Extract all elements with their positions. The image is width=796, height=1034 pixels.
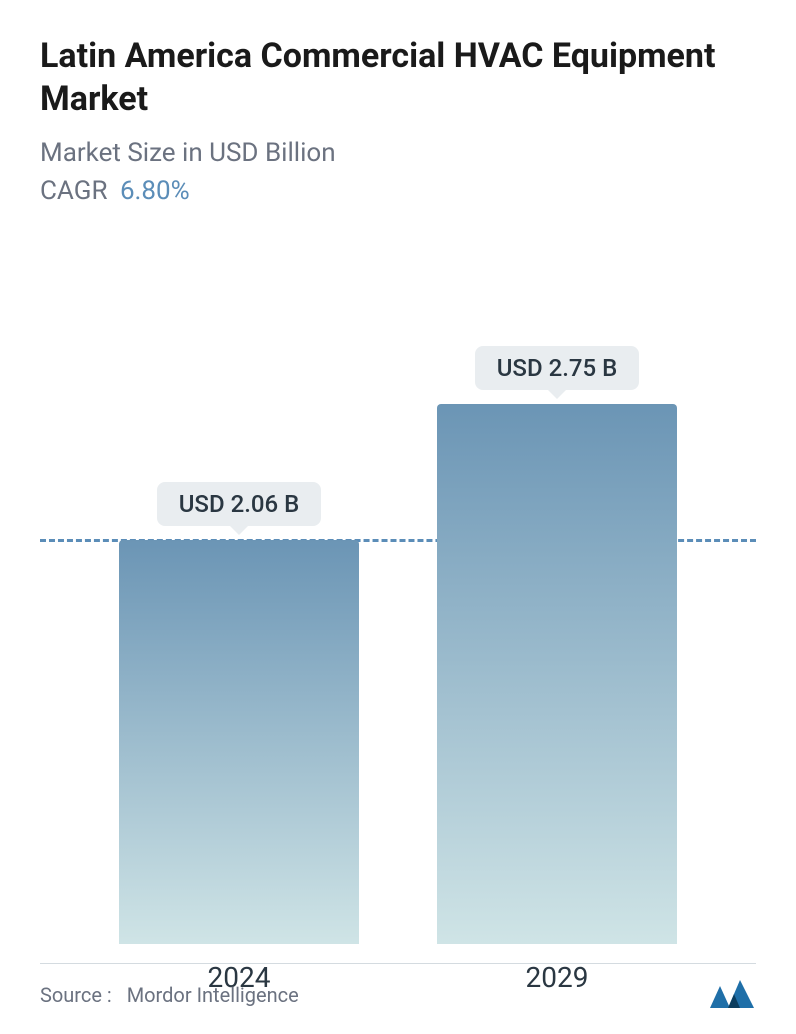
chart-container: Latin America Commercial HVAC Equipment … — [0, 0, 796, 1034]
bar-column: USD 2.06 B — [119, 482, 359, 945]
bar-column: USD 2.75 B — [437, 346, 677, 944]
chart-title: Latin America Commercial HVAC Equipment … — [40, 35, 756, 120]
bar — [437, 404, 677, 944]
brand-logo-icon — [708, 978, 756, 1012]
value-pill: USD 2.06 B — [157, 482, 322, 526]
cagr-row: CAGR 6.80% — [40, 176, 756, 206]
chart-footer: Source : Mordor Intelligence — [40, 963, 756, 1012]
bars-wrap: USD 2.06 B USD 2.75 B — [40, 226, 756, 944]
cagr-value: 6.80% — [120, 176, 190, 206]
bar — [119, 540, 359, 945]
source-label: Source : — [40, 983, 112, 1007]
source-text: Source : Mordor Intelligence — [40, 983, 299, 1007]
value-pill: USD 2.75 B — [475, 346, 640, 390]
chart-subtitle: Market Size in USD Billion — [40, 138, 756, 168]
chart-area: USD 2.06 BUSD 2.75 B 20242029 — [40, 226, 756, 1014]
cagr-label: CAGR — [40, 176, 107, 206]
source-name: Mordor Intelligence — [127, 983, 299, 1007]
